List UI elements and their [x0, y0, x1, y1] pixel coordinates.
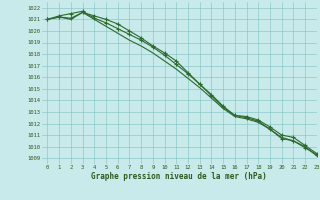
X-axis label: Graphe pression niveau de la mer (hPa): Graphe pression niveau de la mer (hPa) [91, 172, 267, 181]
